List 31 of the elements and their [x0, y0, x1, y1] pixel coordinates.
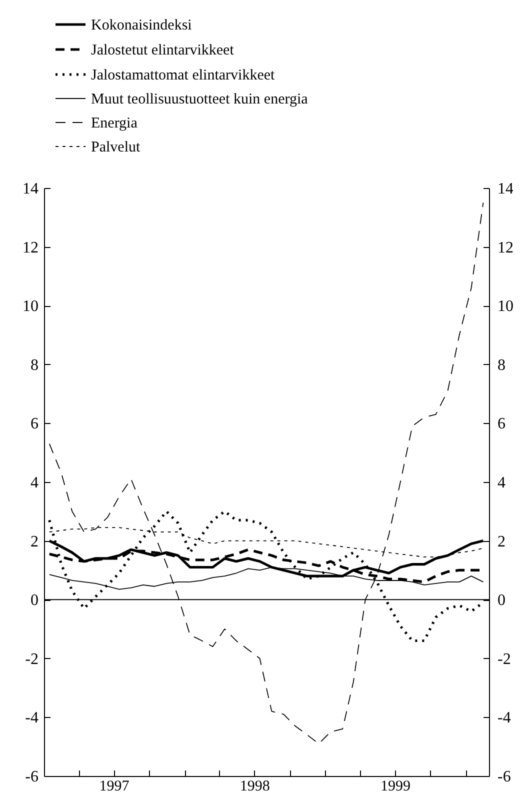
y2-tick-label: 12: [498, 239, 514, 256]
x-tick-label: 1999: [380, 778, 410, 794]
y-tick-label: 12: [22, 239, 38, 256]
y-tick-label: 4: [30, 474, 38, 492]
y-tick-label: -2: [25, 650, 38, 668]
legend-label: Energia: [91, 116, 138, 132]
x-tick-label: 1997: [99, 778, 130, 794]
legend-label: Jalostetut elintarvikkeet: [91, 42, 235, 58]
x-tick-label: 1998: [240, 778, 270, 794]
legend-label: Muut teollisuustuotteet kuin energia: [91, 92, 308, 108]
y2-tick-label: 14: [498, 180, 514, 198]
y-tick-label: 2: [30, 533, 38, 550]
y2-tick-label: -4: [498, 710, 511, 727]
y2-tick-label: -6: [498, 768, 511, 786]
legend-label: Kokonaisindeksi: [91, 18, 192, 34]
y2-tick-label: 0: [498, 592, 506, 610]
y2-tick-label: 10: [498, 298, 514, 316]
y2-tick-label: -2: [498, 650, 511, 668]
y2-tick-label: 4: [498, 474, 506, 492]
y2-tick-label: 8: [498, 356, 506, 374]
y-tick-label: -4: [25, 710, 38, 727]
legend-label: Palvelut: [91, 140, 141, 156]
legend-label: Jalostamattomat elintarvikkeet: [91, 68, 276, 84]
y-tick-label: 6: [30, 416, 38, 433]
y-tick-label: 14: [22, 180, 38, 198]
y-tick-label: 8: [30, 356, 38, 374]
y-tick-label: 0: [30, 592, 38, 610]
y2-tick-label: 2: [498, 533, 506, 550]
y-tick-label: -6: [25, 768, 38, 786]
y-tick-label: 10: [22, 298, 38, 316]
y2-tick-label: 6: [498, 416, 506, 433]
